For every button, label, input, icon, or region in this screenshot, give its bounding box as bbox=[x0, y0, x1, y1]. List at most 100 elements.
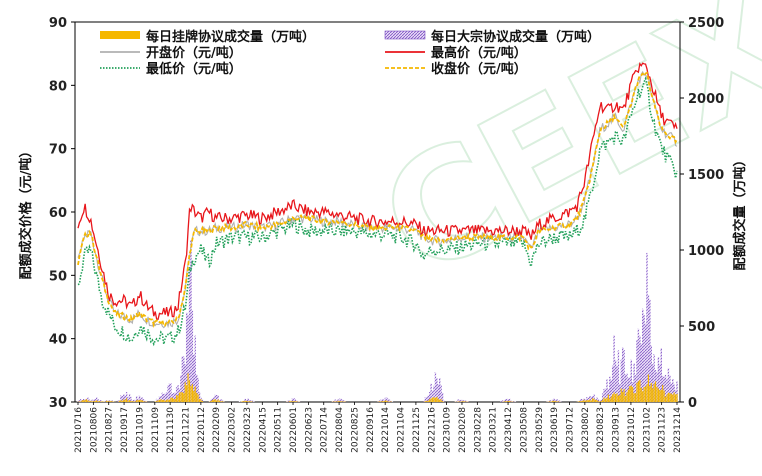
bulk-volume-bar bbox=[383, 399, 385, 402]
listed-volume-bar bbox=[180, 392, 182, 402]
bulk-volume-bar bbox=[600, 399, 602, 402]
listed-volume-bar bbox=[383, 401, 385, 402]
listed-volume-bar bbox=[619, 394, 621, 402]
listed-volume-bar bbox=[124, 399, 126, 402]
bulk-volume-bar bbox=[174, 392, 176, 402]
listed-volume-bar bbox=[194, 386, 196, 402]
listed-volume-bar bbox=[590, 400, 592, 402]
bulk-volume-bar bbox=[670, 383, 672, 402]
bulk-volume-bar bbox=[467, 401, 469, 402]
bulk-volume-bar bbox=[197, 377, 199, 402]
bulk-volume-bar bbox=[559, 400, 561, 402]
bulk-volume-bar bbox=[644, 323, 647, 402]
listed-volume-bar bbox=[97, 401, 99, 402]
bulk-volume-bar bbox=[248, 399, 251, 402]
listed-volume-bar bbox=[187, 373, 189, 402]
x-tick-label: 20230321 bbox=[489, 407, 499, 453]
bulk-volume-bar bbox=[633, 363, 635, 402]
bulk-volume-bar bbox=[387, 398, 389, 402]
y-left-tick-label: 50 bbox=[49, 269, 67, 284]
listed-volume-bar bbox=[610, 396, 612, 402]
listed-volume-bar bbox=[121, 400, 123, 402]
listed-volume-bar bbox=[441, 401, 444, 402]
listed-volume-bar bbox=[141, 400, 143, 402]
bulk-volume-bar bbox=[120, 395, 122, 402]
bulk-volume-bar bbox=[428, 392, 431, 402]
bulk-volume-bar bbox=[634, 375, 637, 402]
legend-label: 每日挂牌协议成交量（万吨） bbox=[146, 29, 315, 45]
listed-volume-bar bbox=[554, 401, 557, 402]
bulk-volume-bar bbox=[610, 379, 612, 402]
listed-volume-bar bbox=[95, 400, 98, 402]
bulk-volume-bar bbox=[513, 401, 515, 402]
bulk-volume-bar bbox=[244, 398, 246, 402]
listed-volume-bar bbox=[294, 401, 296, 402]
bulk-volume-bar bbox=[504, 399, 507, 402]
listed-volume-bar bbox=[643, 386, 645, 402]
bulk-volume-bar bbox=[509, 398, 511, 402]
listed-volume-bar bbox=[170, 397, 172, 402]
bulk-volume-bar bbox=[652, 364, 654, 402]
y-left-tick-label: 70 bbox=[49, 143, 67, 158]
bulk-volume-bar bbox=[384, 397, 387, 402]
bulk-volume-bar bbox=[97, 399, 99, 402]
bulk-volume-bar bbox=[183, 356, 185, 402]
bulk-volume-bar bbox=[247, 398, 249, 402]
bulk-volume-bar bbox=[626, 373, 628, 402]
listed-volume-bar bbox=[503, 401, 505, 402]
listed-volume-bar bbox=[211, 400, 213, 402]
bulk-volume-bar bbox=[164, 393, 166, 402]
bulk-volume-bar bbox=[586, 397, 588, 402]
listed-volume-bar bbox=[166, 399, 168, 402]
listed-volume-bar bbox=[461, 401, 464, 402]
bulk-volume-bar bbox=[580, 398, 582, 402]
bulk-volume-bar bbox=[434, 372, 437, 402]
listed-volume-bar bbox=[340, 401, 342, 402]
bulk-volume-bar bbox=[500, 401, 502, 402]
bulk-volume-bar bbox=[177, 385, 179, 402]
bulk-volume-bar bbox=[510, 400, 512, 402]
x-tick-label: 20211109 bbox=[151, 407, 161, 453]
bulk-volume-bar bbox=[130, 396, 132, 402]
legend-swatch bbox=[384, 30, 426, 40]
listed-volume-bar bbox=[144, 401, 146, 402]
bulk-volume-bar bbox=[144, 400, 146, 402]
bulk-volume-bar bbox=[584, 398, 587, 402]
x-tick-label: 20230712 bbox=[565, 407, 575, 453]
bulk-volume-bar bbox=[659, 364, 661, 402]
bulk-volume-bar bbox=[599, 400, 601, 402]
listed-volume-bar bbox=[296, 401, 298, 402]
listed-volume-bar bbox=[213, 399, 215, 402]
bulk-volume-bar bbox=[296, 400, 298, 402]
bulk-volume-bar bbox=[95, 397, 98, 402]
bulk-volume-bar bbox=[167, 385, 169, 402]
bulk-volume-bar bbox=[630, 359, 632, 402]
bulk-volume-bar bbox=[287, 400, 289, 402]
bulk-volume-bar bbox=[647, 295, 650, 402]
bulk-volume-bar bbox=[550, 400, 552, 402]
listed-volume-bar bbox=[163, 399, 165, 402]
bulk-volume-bar bbox=[238, 401, 241, 402]
bulk-volume-bar bbox=[593, 394, 595, 402]
bulk-volume-bar bbox=[597, 399, 600, 402]
listed-volume-bar bbox=[140, 399, 142, 402]
bulk-volume-bar bbox=[250, 400, 252, 402]
bulk-volume-bar bbox=[437, 384, 439, 402]
listed-volume-bar bbox=[107, 400, 109, 402]
bulk-volume-bar bbox=[293, 397, 295, 402]
listed-volume-bar bbox=[593, 398, 595, 402]
bulk-volume-bar bbox=[124, 395, 126, 402]
bulk-volume-bar bbox=[297, 401, 299, 402]
listed-volume-bar bbox=[156, 401, 158, 402]
bulk-volume-bar bbox=[457, 399, 459, 402]
listed-volume-bar bbox=[111, 401, 113, 402]
bulk-volume-bar bbox=[191, 310, 194, 402]
listed-volume-bar bbox=[556, 401, 558, 402]
bulk-volume-bar bbox=[614, 359, 617, 402]
listed-volume-bar bbox=[509, 400, 511, 402]
listed-volume-bar bbox=[602, 399, 604, 402]
bulk-volume-bar bbox=[611, 365, 614, 402]
bulk-volume-bar bbox=[636, 340, 638, 402]
listed-volume-bar bbox=[506, 401, 508, 402]
bulk-volume-bar bbox=[640, 343, 642, 402]
